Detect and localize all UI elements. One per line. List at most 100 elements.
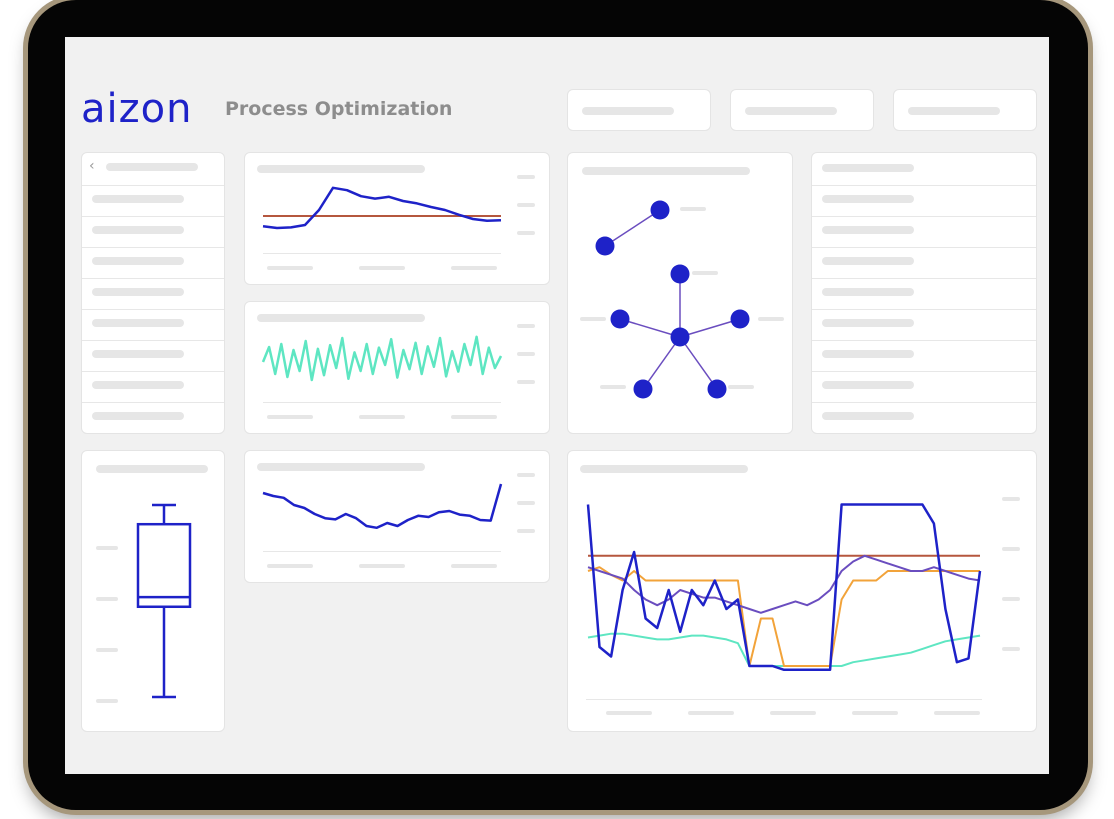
divider <box>82 371 224 372</box>
list-item[interactable] <box>92 226 184 234</box>
header-filter-3[interactable] <box>893 89 1037 131</box>
list-item[interactable] <box>822 381 914 389</box>
box-iqr <box>136 522 192 609</box>
list-header-bar <box>106 163 198 171</box>
graph-node[interactable] <box>670 327 690 347</box>
graph-node[interactable] <box>730 309 750 329</box>
network-graph <box>595 200 750 399</box>
graph-node[interactable] <box>595 236 615 256</box>
chevron-left-icon[interactable]: ‹ <box>89 158 95 174</box>
axis-tick <box>359 564 405 568</box>
axis-tick <box>267 415 313 419</box>
card-title-placeholder <box>580 465 748 473</box>
boxplot-card[interactable] <box>81 450 225 732</box>
axis-tick <box>96 648 118 652</box>
filter-placeholder <box>908 107 1000 115</box>
list-item[interactable] <box>822 195 914 203</box>
divider <box>812 216 1036 217</box>
axis-tick <box>758 317 784 321</box>
graph-node[interactable] <box>610 309 630 329</box>
divider <box>812 402 1036 403</box>
axis-tick <box>770 711 816 715</box>
card-title-placeholder <box>257 463 425 471</box>
axis-tick <box>728 385 754 389</box>
axis-tick <box>1002 547 1020 551</box>
list-item[interactable] <box>92 412 184 420</box>
axis-tick <box>1002 647 1020 651</box>
divider <box>82 216 224 217</box>
list-item[interactable] <box>92 350 184 358</box>
baseline <box>263 253 501 254</box>
signal-orange-line <box>587 566 980 667</box>
axis-tick <box>580 317 606 321</box>
divider <box>812 309 1036 310</box>
signal-blue-line <box>586 503 982 672</box>
axis-tick <box>1002 497 1020 501</box>
list-item[interactable] <box>822 350 914 358</box>
divider <box>82 278 224 279</box>
divider <box>812 185 1036 186</box>
divider <box>82 185 224 186</box>
axis-tick <box>688 711 734 715</box>
graph-node[interactable] <box>707 379 727 399</box>
axis-tick <box>451 415 497 419</box>
graph-node[interactable] <box>650 200 670 220</box>
oscillation-chart-card[interactable] <box>244 301 550 434</box>
axis-tick <box>934 711 980 715</box>
axis-tick <box>517 501 535 505</box>
list-item[interactable] <box>92 257 184 265</box>
list-item[interactable] <box>822 288 914 296</box>
header-filter-1[interactable] <box>567 89 711 131</box>
header-filter-2[interactable] <box>730 89 874 131</box>
axis-tick <box>359 266 405 270</box>
divider <box>812 371 1036 372</box>
baseline <box>586 699 982 700</box>
list-item[interactable] <box>822 319 914 327</box>
filter-placeholder <box>745 107 837 115</box>
drift-chart-card[interactable] <box>244 450 550 583</box>
graph-edge <box>679 318 741 338</box>
list-item[interactable] <box>92 288 184 296</box>
trend-chart-card[interactable] <box>244 152 550 285</box>
axis-tick <box>96 546 118 550</box>
baseline <box>263 402 501 403</box>
list-item[interactable] <box>822 412 914 420</box>
list-item[interactable] <box>92 381 184 389</box>
axis-tick <box>517 324 535 328</box>
graph-node[interactable] <box>633 379 653 399</box>
axis-tick <box>451 266 497 270</box>
axis-tick <box>96 699 118 703</box>
multi-signal-chart <box>586 503 982 672</box>
axis-tick <box>517 175 535 179</box>
axis-tick <box>517 231 535 235</box>
signal-teal-line <box>587 632 981 667</box>
trend-series-line <box>262 186 502 230</box>
axis-tick <box>517 473 535 477</box>
drift-chart <box>262 483 503 530</box>
divider <box>82 402 224 403</box>
network-graph-card[interactable] <box>567 152 793 434</box>
right-list-panel <box>811 152 1037 434</box>
divider <box>82 340 224 341</box>
app-screen: aizon Process Optimization ‹ <box>65 37 1049 774</box>
graph-edge <box>619 318 681 338</box>
aizon-logo[interactable]: aizon <box>81 86 193 132</box>
list-item[interactable] <box>92 319 184 327</box>
axis-tick <box>600 385 626 389</box>
graph-node[interactable] <box>670 264 690 284</box>
list-item[interactable] <box>92 195 184 203</box>
axis-tick <box>692 271 718 275</box>
list-item[interactable] <box>822 226 914 234</box>
list-item[interactable] <box>822 164 914 172</box>
axis-tick <box>606 711 652 715</box>
axis-tick <box>517 203 535 207</box>
list-item[interactable] <box>822 257 914 265</box>
axis-tick <box>359 415 405 419</box>
axis-tick <box>267 266 313 270</box>
card-title-placeholder <box>582 167 750 175</box>
graph-edge <box>604 209 661 247</box>
axis-tick <box>451 564 497 568</box>
multi-signal-chart-card[interactable] <box>567 450 1037 732</box>
page-title: Process Optimization <box>225 98 453 120</box>
axis-tick <box>96 597 118 601</box>
